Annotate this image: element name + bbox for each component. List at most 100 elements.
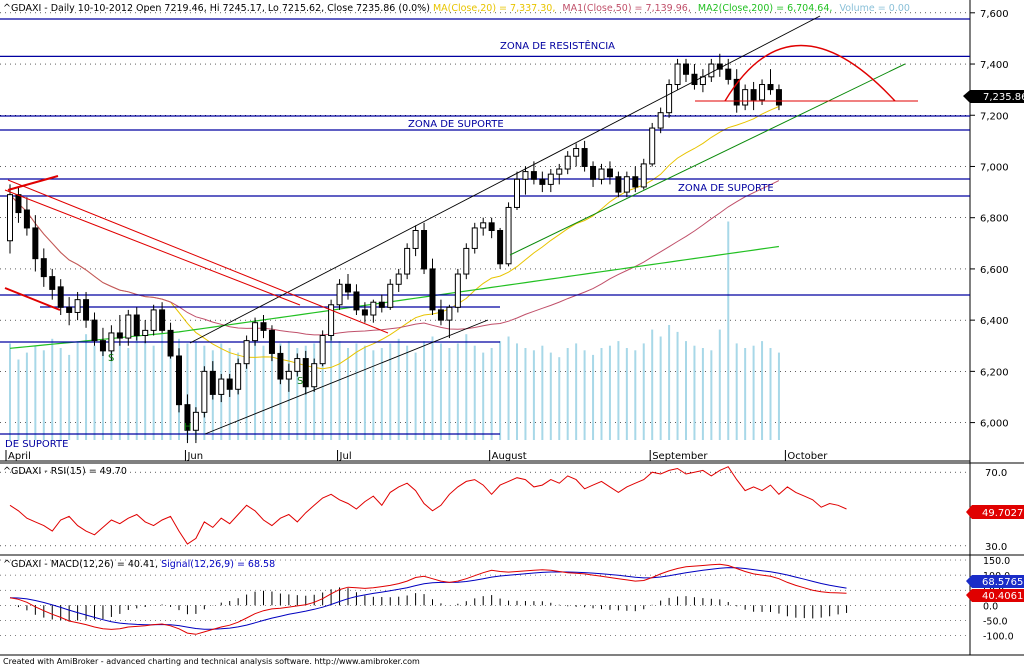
candle-body-up [285, 370, 292, 380]
volume-bar [363, 345, 366, 440]
candle [268, 325, 275, 362]
candle-body-down [581, 148, 588, 167]
candle [708, 58, 715, 82]
macd-header: ^GDAXI - MACD(12,26) = 40.41, Signal(12,… [3, 559, 275, 570]
volume-bar [101, 350, 104, 440]
candle [184, 394, 191, 444]
candle [750, 81, 757, 111]
candle-body-up [514, 178, 520, 208]
candle [412, 225, 419, 257]
volume-bar [423, 341, 426, 440]
candle-body-down [116, 332, 123, 339]
volume-bar [51, 338, 54, 440]
candle [404, 243, 411, 280]
candle-body-down [57, 286, 64, 308]
volume-bar [541, 345, 544, 440]
volume-bar [110, 338, 113, 440]
candle-body-down [615, 176, 622, 193]
candle [657, 107, 664, 134]
candle-body-down [750, 89, 757, 101]
candle [387, 279, 394, 310]
candle-body-up [446, 306, 453, 321]
candle [285, 363, 292, 392]
candle-body-down [176, 355, 182, 406]
volume-bar [279, 343, 282, 440]
volume-bar [659, 336, 662, 440]
volume-bar [161, 334, 164, 440]
volume-bar [769, 348, 772, 440]
candle-body-up [598, 168, 605, 180]
date-axis-labels: April Jun Jul August September October [5, 450, 828, 462]
candle-body-down [23, 209, 30, 229]
candle-body-down [497, 230, 504, 265]
volume-bar [507, 336, 510, 440]
candle-body-down [767, 84, 774, 91]
candle-body-up [395, 273, 402, 285]
candle-body-up [674, 63, 681, 86]
candle [159, 302, 166, 333]
rsi-label: ^GDAXI - RSI(15) = 49.70 [3, 466, 127, 477]
volume-bar [761, 341, 764, 440]
candle [454, 268, 461, 313]
candle-body-down [539, 178, 546, 185]
volume-bar [608, 345, 611, 440]
rsi-panel: 30.0 70.0 [0, 466, 1007, 553]
macd-tick-label: -50.0 [983, 616, 1008, 627]
candle-body-down [66, 306, 73, 313]
volume-bar [355, 343, 358, 440]
candle-body-down [421, 230, 428, 270]
rsi-line [9, 466, 847, 545]
candle-body-down [530, 171, 537, 180]
volume-bar [296, 348, 299, 440]
candle [767, 69, 774, 95]
candle [142, 320, 149, 344]
candle [209, 361, 216, 400]
candle [547, 169, 554, 193]
volume-bar [431, 336, 434, 440]
volume-bar [330, 334, 333, 440]
candle [15, 186, 22, 223]
candle-body-up [708, 63, 715, 78]
date-label: Jun [186, 451, 203, 462]
candle-body-up [370, 301, 377, 316]
candle-body-up [142, 329, 149, 337]
candle [421, 222, 428, 275]
candle [606, 161, 613, 185]
candle [733, 69, 740, 113]
shoulder-label-right: S [297, 376, 303, 387]
candle-body-down [226, 378, 233, 390]
candle [632, 166, 639, 193]
header-volume: Volume = 0.00 [839, 3, 910, 14]
candle [99, 327, 106, 356]
candle [116, 315, 123, 346]
candle [522, 166, 529, 195]
volume-bar [347, 348, 349, 440]
volume-bar [372, 350, 375, 440]
support-zone-label-1: ZONA DE SUPORTE [408, 119, 504, 130]
candle [463, 243, 470, 280]
candle [514, 171, 520, 211]
candle [74, 291, 81, 321]
candle-body-up [471, 227, 478, 249]
volume-bar [389, 343, 392, 440]
candle [201, 366, 208, 418]
volume-bar [651, 329, 654, 440]
volume-bar [34, 345, 37, 440]
price-tick-label: 6,600 [980, 265, 1009, 276]
volume-bar [9, 343, 11, 440]
candle [252, 317, 259, 346]
macd-signal-badge: 68.5765 [966, 575, 1024, 588]
support-resistance-lines [0, 18, 970, 435]
candle [176, 348, 182, 413]
candle-body-down [15, 194, 22, 214]
candle-body-down [277, 352, 284, 380]
volume-bar [566, 348, 569, 440]
header-ma50: MA1(Close,50) = 7,139.96, [562, 3, 690, 14]
candle [345, 274, 351, 300]
macd-tick-label: -100.0 [983, 631, 1014, 642]
macd-badge-value: 40.4061 [982, 591, 1023, 602]
candle-body-down [159, 309, 166, 331]
candle [556, 163, 563, 185]
candle [775, 84, 782, 111]
candle [395, 268, 402, 292]
